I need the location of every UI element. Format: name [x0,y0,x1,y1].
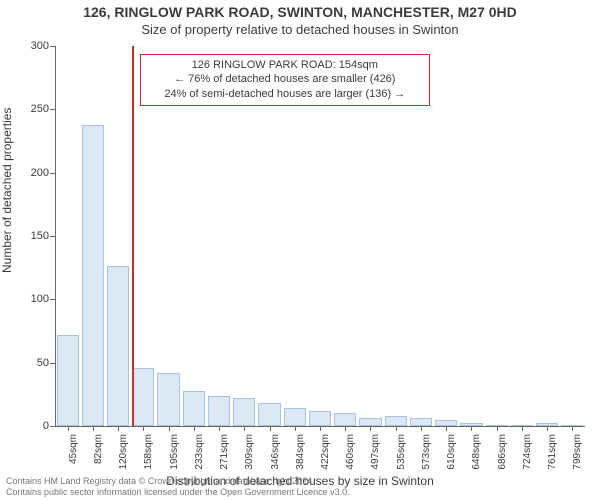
annotation-line: 24% of semi-detached houses are larger (… [147,87,423,102]
bar [359,418,381,426]
bar [258,403,280,426]
x-tick-mark [471,426,472,431]
title-main: 126, RINGLOW PARK ROAD, SWINTON, MANCHES… [0,4,600,20]
bar [82,125,104,426]
bar [233,398,255,426]
bar [132,368,154,426]
x-tick-mark [143,426,144,431]
x-tick-mark [421,426,422,431]
title-sub: Size of property relative to detached ho… [0,22,600,37]
footer: Contains HM Land Registry data © Crown c… [6,476,350,498]
x-tick-mark [370,426,371,431]
bar [107,266,129,426]
bar [57,335,79,426]
annotation-line: ← 76% of detached houses are smaller (42… [147,72,423,87]
y-tick-label: 300 [15,40,49,52]
x-tick-mark [572,426,573,431]
footer-line-2: Contains public sector information licen… [6,487,350,498]
x-tick-mark [295,426,296,431]
x-tick-mark [219,426,220,431]
bar [334,413,356,426]
bar [385,416,407,426]
footer-line-1: Contains HM Land Registry data © Crown c… [6,476,350,487]
y-tick-label: 0 [15,420,49,432]
bar [183,391,205,426]
y-tick-label: 50 [15,357,49,369]
bar [309,411,331,426]
x-tick-mark [93,426,94,431]
x-tick-mark [547,426,548,431]
x-tick-mark [497,426,498,431]
x-tick-mark [345,426,346,431]
x-tick-mark [270,426,271,431]
bar [284,408,306,426]
x-tick-mark [522,426,523,431]
x-tick-mark [446,426,447,431]
plot-area: 126 RINGLOW PARK ROAD: 154sqm← 76% of de… [55,46,585,426]
x-tick-mark [244,426,245,431]
x-tick-mark [320,426,321,431]
x-tick-mark [68,426,69,431]
bar [410,418,432,426]
chart-root: { "title": { "main": "126, RINGLOW PARK … [0,0,600,500]
x-tick-mark [169,426,170,431]
x-tick-mark [118,426,119,431]
property-marker-line [132,46,134,426]
annotation-box: 126 RINGLOW PARK ROAD: 154sqm← 76% of de… [140,54,430,107]
y-axis-label: Number of detached properties [0,0,18,380]
y-tick-label: 250 [15,103,49,115]
y-tick-label: 200 [15,167,49,179]
y-tick-label: 100 [15,293,49,305]
x-tick-mark [194,426,195,431]
annotation-line: 126 RINGLOW PARK ROAD: 154sqm [147,58,423,73]
bar [157,373,179,426]
bar [208,396,230,426]
y-tick-label: 150 [15,230,49,242]
x-tick-mark [396,426,397,431]
